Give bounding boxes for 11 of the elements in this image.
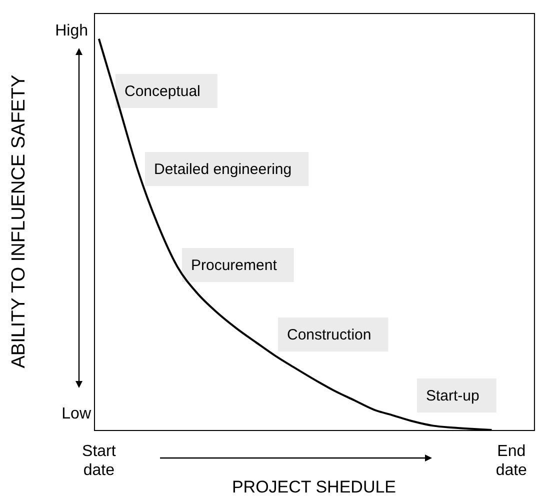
text: High — [55, 22, 88, 40]
annotation: Start-up — [426, 388, 480, 405]
annotation: Detailed engineering — [154, 161, 292, 178]
x-axis-title: PROJECT SHEDULE — [232, 477, 396, 496]
x-tick-label: End date — [496, 443, 528, 480]
annotation: Procurement — [191, 257, 278, 274]
y-axis-title: ABILITY TO INFLUENCE SAFETY — [8, 74, 30, 368]
annotation: Conceptual — [124, 83, 200, 100]
x-tick-label: Start date — [82, 443, 116, 480]
annotation: Construction — [287, 326, 372, 344]
text: Low — [62, 405, 92, 422]
